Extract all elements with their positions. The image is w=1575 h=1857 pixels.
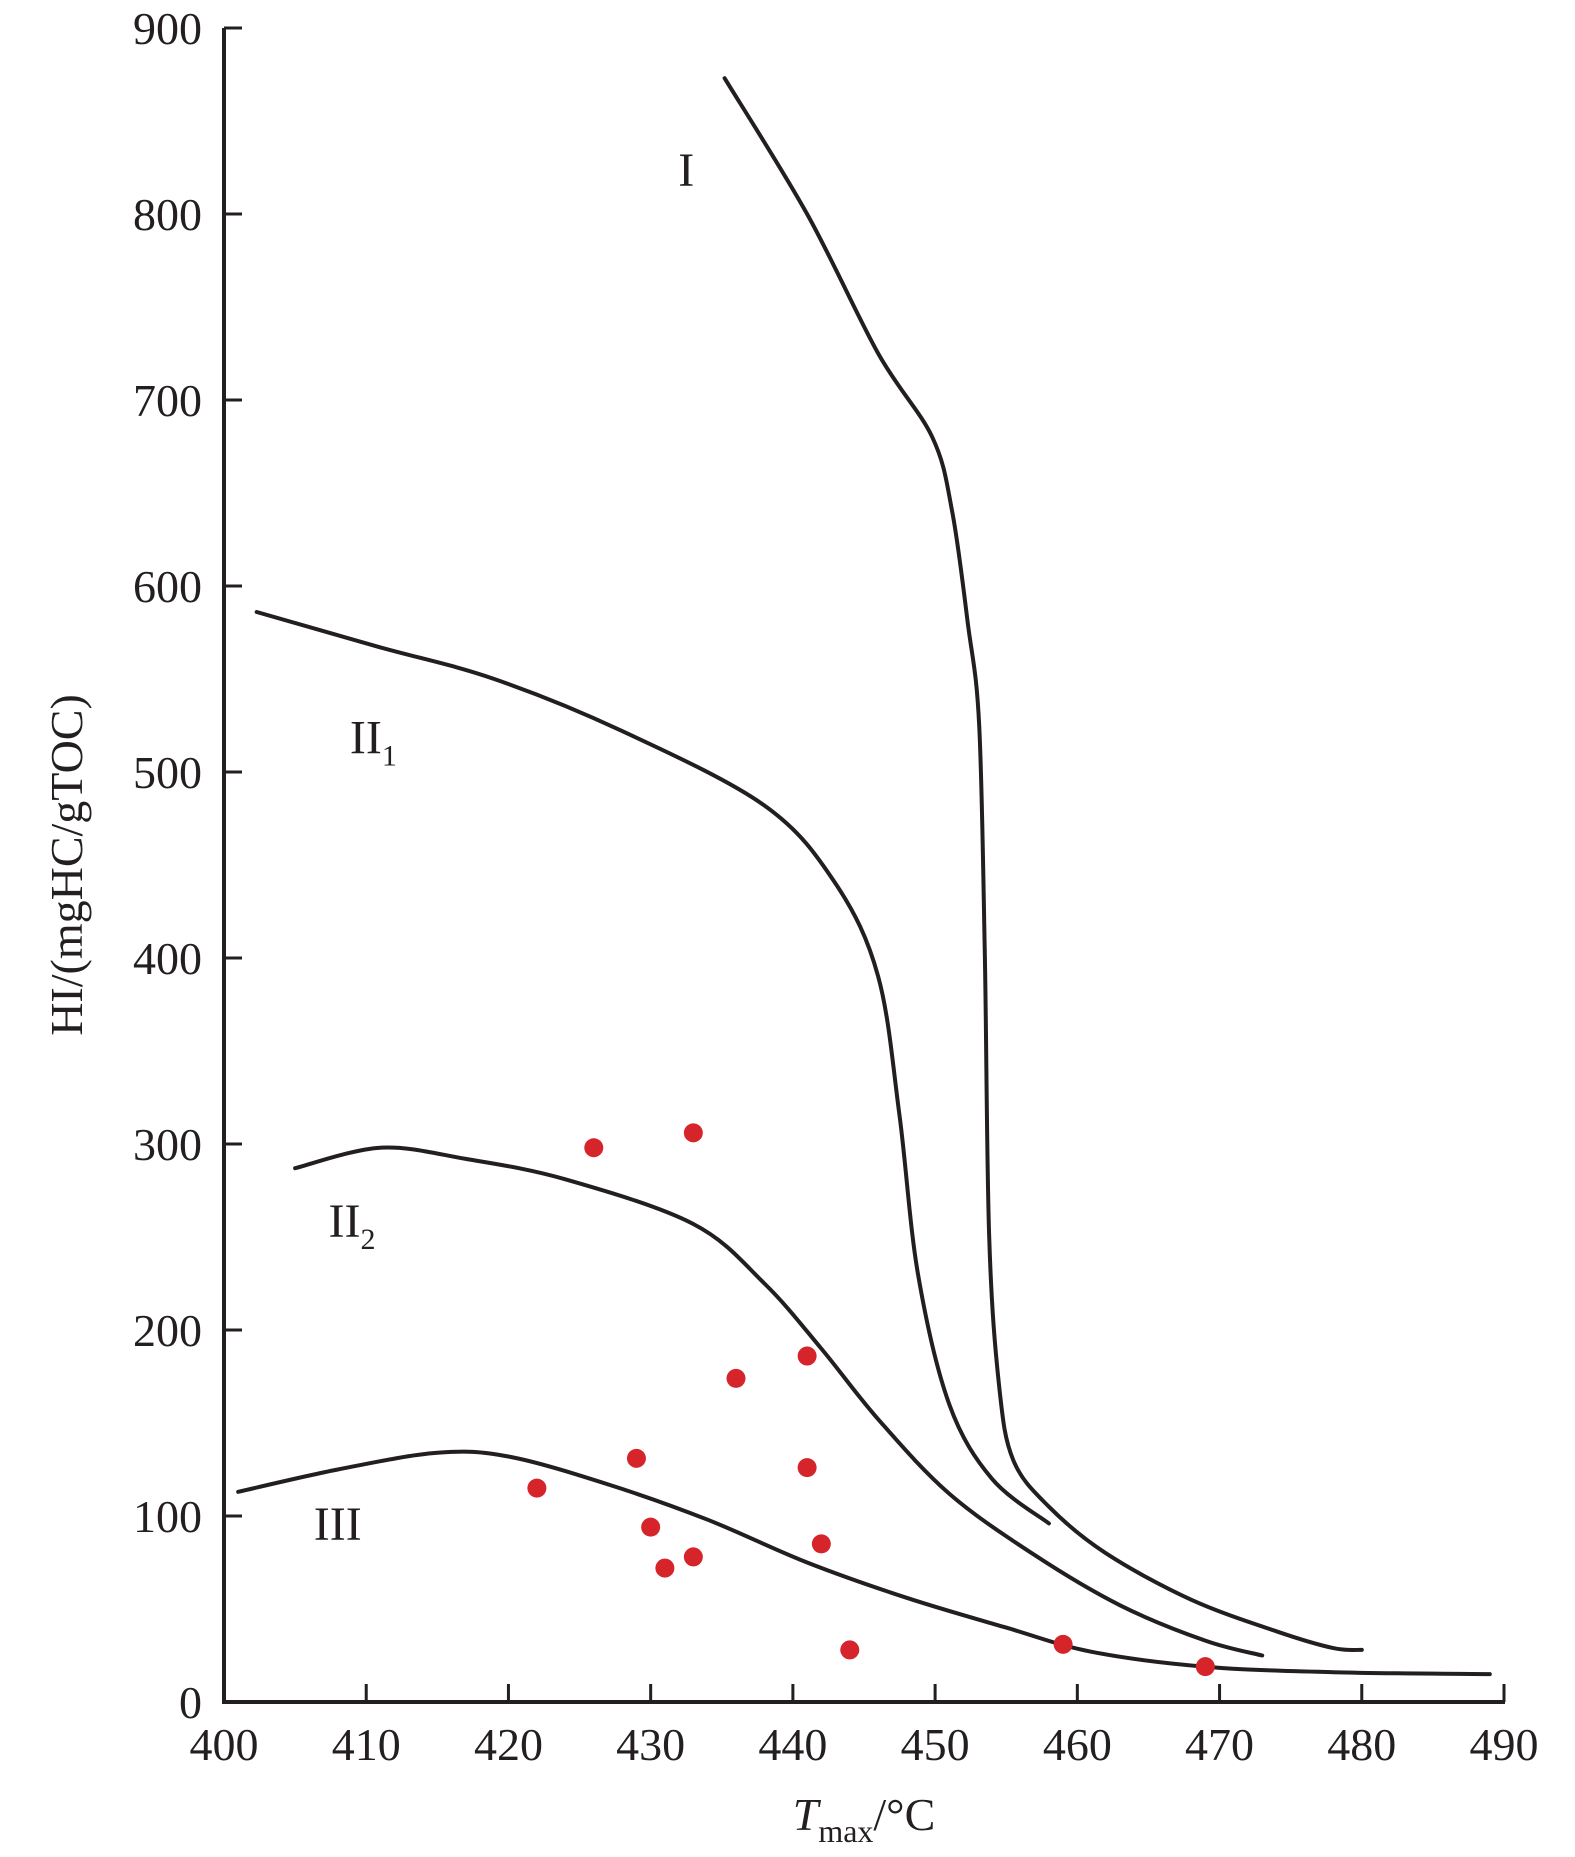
data-point-6 — [797, 1458, 817, 1478]
y-tick-label-500: 500 — [133, 747, 202, 798]
curve-label-ii2: II2 — [329, 1195, 376, 1256]
y-tick-label-600: 600 — [133, 561, 202, 612]
data-point-3 — [797, 1346, 817, 1366]
data-point-2 — [683, 1123, 703, 1143]
data-point-13 — [1053, 1634, 1073, 1654]
boundary-curves — [236, 76, 1492, 1677]
x-tick-label-440: 440 — [758, 1719, 827, 1770]
data-point-10 — [683, 1547, 703, 1567]
x-tick-label-460: 460 — [1043, 1719, 1112, 1770]
x-tick-label-420: 420 — [474, 1719, 543, 1770]
y-tick-label-800: 800 — [133, 189, 202, 240]
boundary-curve-iii — [236, 1449, 1492, 1677]
data-point-12 — [840, 1640, 860, 1660]
boundary-curve-i — [722, 76, 1364, 1653]
x-axis-title-subscript: max — [818, 1813, 873, 1849]
data-point-1 — [584, 1138, 604, 1158]
x-axis-title-main: T — [793, 1789, 822, 1840]
data-point-14 — [1195, 1657, 1215, 1677]
curve-label-ii1: II1 — [350, 711, 397, 772]
y-tick-label-200: 200 — [133, 1305, 202, 1356]
y-axis-title: HI/(mgHC/gTOC) — [41, 694, 92, 1036]
y-tick-label-400: 400 — [133, 933, 202, 984]
x-tick-label-450: 450 — [901, 1719, 970, 1770]
boundary-curve-ii1 — [254, 610, 1051, 1526]
y-tick-label-900: 900 — [133, 3, 202, 54]
y-tick-label-100: 100 — [133, 1491, 202, 1542]
x-axis-title-unit: /°C — [873, 1789, 935, 1840]
data-point-9 — [811, 1534, 831, 1554]
x-tick-label-490: 490 — [1470, 1719, 1539, 1770]
x-tick-label-470: 470 — [1185, 1719, 1254, 1770]
y-tick-label-0: 0 — [179, 1677, 202, 1728]
x-tick-label-400: 400 — [190, 1719, 259, 1770]
data-point-5 — [626, 1448, 646, 1468]
x-tick-label-480: 480 — [1327, 1719, 1396, 1770]
x-tick-label-430: 430 — [616, 1719, 685, 1770]
curve-labels: I II1 II2 III — [314, 144, 694, 1551]
data-points — [527, 1123, 1215, 1677]
x-axis-title: Tmax/°C — [793, 1789, 936, 1849]
axis-ticks: 0 100 200 300 400 500 600 700 800 900 400 410 420 430… — [133, 3, 1539, 1770]
y-tick-label-300: 300 — [133, 1119, 202, 1170]
curve-label-i: I — [678, 144, 694, 197]
data-point-7 — [527, 1478, 547, 1498]
x-tick-label-410: 410 — [332, 1719, 401, 1770]
curve-label-iii: III — [314, 1498, 362, 1551]
data-point-8 — [641, 1517, 661, 1537]
axes — [222, 28, 1505, 1704]
boundary-curve-ii2 — [293, 1145, 1265, 1658]
data-point-4 — [726, 1368, 746, 1388]
y-tick-label-700: 700 — [133, 375, 202, 426]
data-point-11 — [655, 1558, 675, 1578]
